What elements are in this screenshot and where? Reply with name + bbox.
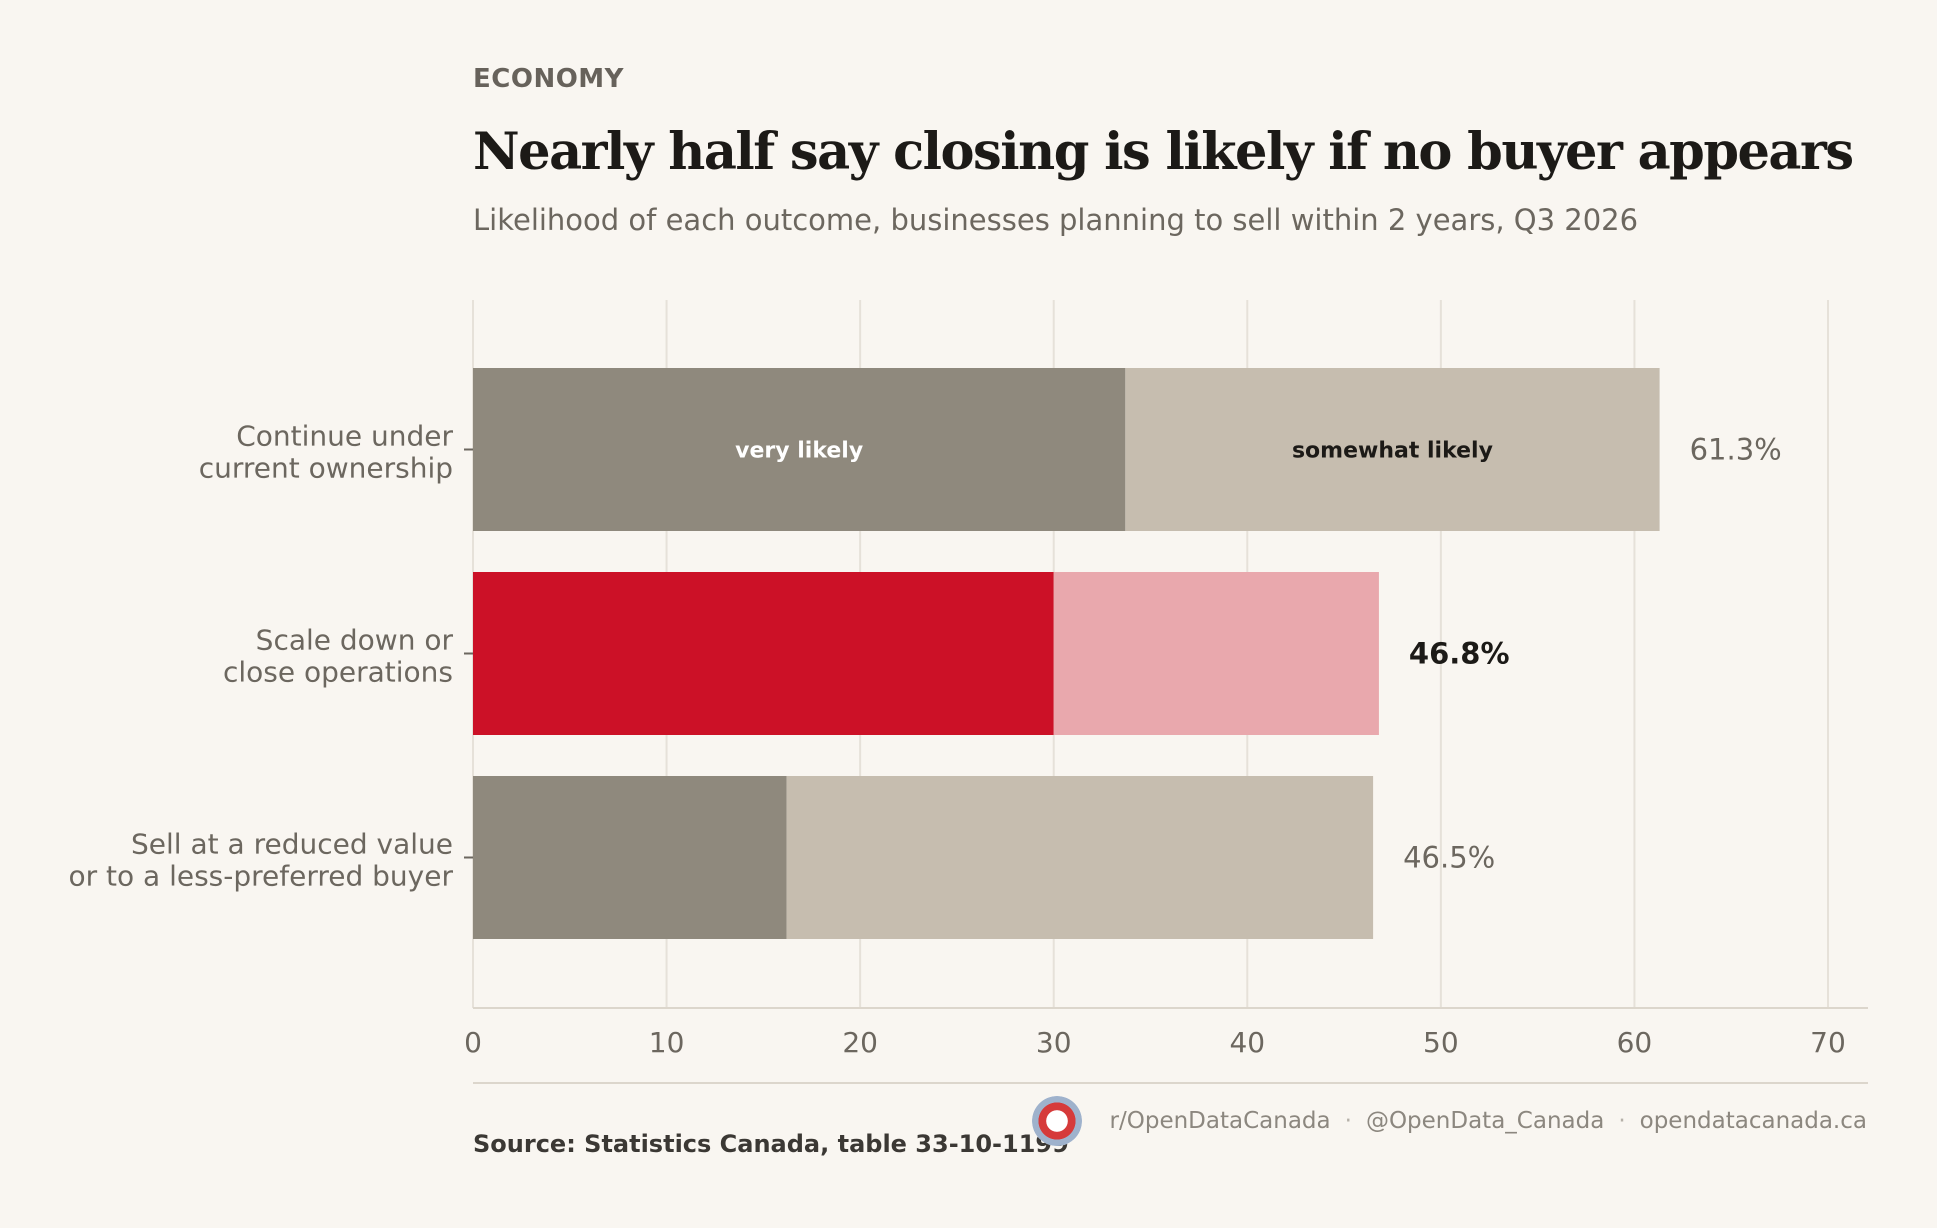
category-label: or to a less-preferred buyer [68, 860, 453, 893]
x-tick-label: 20 [842, 1026, 878, 1059]
twitter-link[interactable]: @OpenData_Canada [1365, 1108, 1605, 1134]
chart-title: Nearly half say closing is likely if no … [473, 122, 1854, 182]
bar-somewhat-likely [786, 776, 1374, 939]
section-kicker: ECONOMY [473, 64, 625, 94]
bar-somewhat-likely [1053, 572, 1379, 735]
x-tick-label: 60 [1617, 1026, 1653, 1059]
total-value-label: 46.5% [1403, 841, 1495, 875]
x-tick-label: 10 [649, 1026, 685, 1059]
bar-very-likely [473, 368, 1126, 531]
x-tick-label: 50 [1423, 1026, 1459, 1059]
category-label: Continue under [236, 420, 453, 453]
category-label: close operations [223, 656, 453, 689]
bar-very-likely [473, 572, 1054, 735]
category-label: Scale down or [256, 624, 454, 657]
total-value-label: 46.8% [1409, 637, 1510, 671]
credits: r/OpenDataCanada · @OpenData_Canada · op… [1031, 1096, 1867, 1146]
separator: · [1344, 1108, 1352, 1134]
x-tick-label: 70 [1810, 1026, 1846, 1059]
category-label: current ownership [199, 452, 453, 485]
chart-subtitle: Likelihood of each outcome, businesses p… [473, 203, 1639, 237]
separator: · [1618, 1108, 1626, 1134]
x-tick-label: 30 [1036, 1026, 1072, 1059]
series-label-very-likely: very likely [735, 439, 863, 464]
x-tick-label: 40 [1229, 1026, 1265, 1059]
category-label: Sell at a reduced value [131, 828, 453, 861]
x-tick-label: 0 [464, 1026, 482, 1059]
reddit-link[interactable]: r/OpenDataCanada [1109, 1108, 1331, 1134]
source-note: Source: Statistics Canada, table 33-10-1… [473, 1130, 1069, 1158]
bar-very-likely [473, 776, 787, 939]
total-value-label: 61.3% [1690, 433, 1782, 467]
series-label-somewhat-likely: somewhat likely [1292, 439, 1493, 464]
bar-somewhat-likely [1125, 368, 1660, 531]
website-link[interactable]: opendatacanada.ca [1639, 1108, 1867, 1134]
maple-leaf-logo-icon [1031, 1096, 1082, 1146]
